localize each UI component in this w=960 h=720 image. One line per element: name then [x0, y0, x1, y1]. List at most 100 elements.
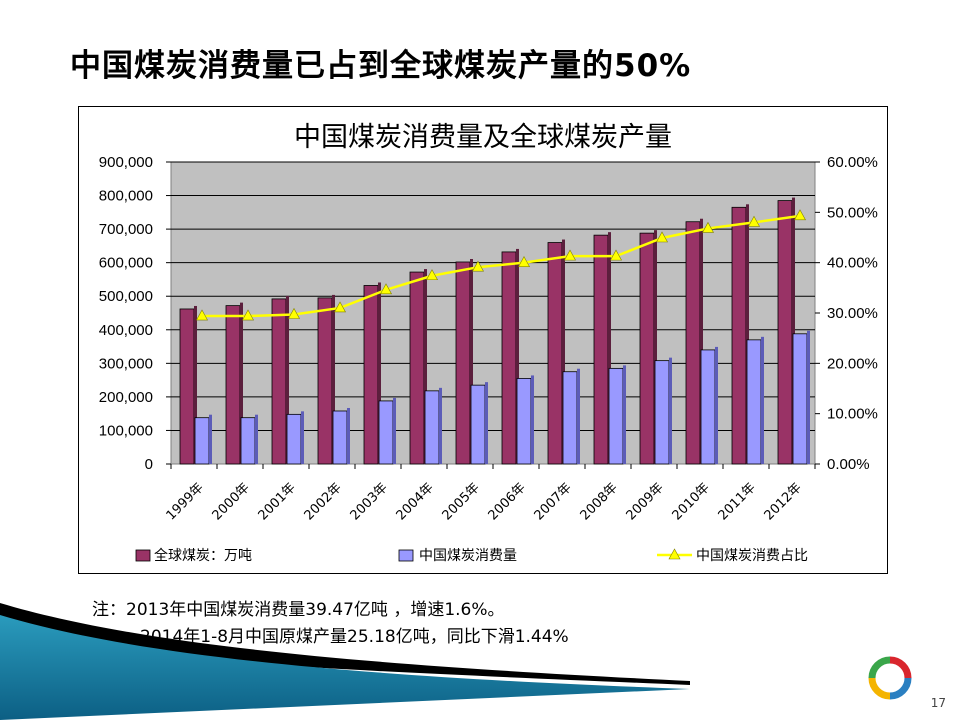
bar-global-coal-side [700, 218, 703, 464]
bar-global-coal [225, 305, 241, 465]
bar-global-coal-side [240, 302, 243, 464]
note-line-2: 2014年1-8月中国原煤产量25.18亿吨，同比下滑1.44% [140, 627, 569, 647]
bar-china-consumption [240, 417, 256, 465]
bar-global-coal-side [194, 305, 197, 464]
bar-china-consumption [562, 371, 578, 465]
category-label: 2009年 [624, 480, 667, 523]
share-point [379, 283, 393, 295]
category-label: 2011年 [716, 480, 759, 523]
right-axis-tick-label: 60.00% [827, 154, 878, 171]
bar-global-coal-side [608, 232, 611, 464]
bar-global-coal [593, 234, 609, 465]
right-axis-tick-label: 10.00% [827, 406, 878, 423]
category-label: 2002年 [302, 480, 345, 523]
left-axis-tick-label: 900,000 [99, 154, 153, 171]
share-point [747, 215, 761, 227]
bar-china-consumption-side [669, 357, 672, 464]
bar-china-consumption [608, 367, 624, 465]
bar-global-coal [455, 261, 471, 465]
bar-china-consumption-side [807, 330, 810, 464]
bar-china-consumption [378, 400, 394, 465]
bar-china-consumption [516, 378, 532, 465]
share-point [195, 309, 209, 321]
legend-label-china: 中国煤炭消费量 [419, 548, 517, 564]
note-line-1: 注：2013年中国煤炭消费量39.47亿吨 ，增速1.6%。 [92, 600, 505, 620]
bar-global-coal-side [746, 204, 749, 465]
footnote: 注：2013年中国煤炭消费量39.47亿吨 ，增速1.6%。 2014年1-8月… [92, 597, 569, 651]
left-axis-tick-label: 0 [145, 456, 153, 473]
bar-china-consumption-side [531, 375, 534, 464]
share-point [701, 221, 715, 233]
bar-china-consumption-side [715, 346, 718, 464]
share-point [471, 260, 485, 272]
bar-global-coal [501, 251, 517, 465]
bar-china-consumption-side [439, 387, 442, 464]
bar-global-coal [547, 242, 563, 465]
left-axis-tick-label: 700,000 [99, 221, 153, 238]
chart-frame: 中国煤炭消费量及全球煤炭产量 0 100,000 200,000 300,000 400… [78, 106, 888, 574]
left-axis-tick-label: 300,000 [99, 355, 153, 372]
right-axis-tick-label: 30.00% [827, 305, 878, 322]
bar-global-coal-side [332, 294, 335, 464]
bar-china-consumption [792, 333, 808, 465]
bar-china-consumption [700, 349, 716, 465]
category-label: 2007年 [532, 480, 575, 523]
bar-china-consumption-side [485, 382, 488, 464]
share-point [563, 249, 577, 261]
bar-global-coal-side [470, 258, 473, 464]
bar-china-consumption-side [347, 407, 350, 464]
slide-title: 中国煤炭消费量已占到全球煤炭产量的50% [70, 48, 692, 84]
share-point [287, 307, 301, 319]
category-label: 2012年 [762, 480, 805, 523]
bar-china-consumption-side [209, 414, 212, 464]
decorative-swoosh [0, 603, 690, 720]
share-point [333, 301, 347, 313]
bar-global-coal [731, 206, 747, 465]
share-point [425, 269, 439, 281]
left-axis-tick-label: 400,000 [99, 322, 153, 339]
bar-global-coal-side [378, 282, 381, 464]
left-axis-tick-label: 800,000 [99, 188, 153, 205]
bar-global-coal [685, 221, 701, 465]
category-label: 2000年 [210, 480, 253, 523]
legend-label-share: 中国煤炭消费占比 [696, 548, 808, 564]
bar-global-coal-side [792, 197, 795, 464]
bar-china-consumption-side [761, 336, 764, 464]
bar-global-coal [777, 200, 793, 465]
bar-global-coal [639, 232, 655, 465]
bar-china-consumption-side [255, 414, 258, 464]
legend-swatch-global [135, 549, 151, 562]
bar-china-consumption-side [577, 368, 580, 464]
combo-chart: 0 100,000 200,000 300,000 400,000 500,000 600,… [99, 154, 878, 564]
left-axis-tick-label: 100,000 [99, 422, 153, 439]
bar-global-coal [179, 308, 195, 465]
left-axis-tick-label: 500,000 [99, 288, 153, 305]
bar-global-coal-side [286, 295, 289, 464]
category-label: 2005年 [440, 480, 483, 523]
plot-area [170, 161, 816, 465]
bar-global-coal-side [654, 230, 657, 464]
bar-china-consumption [654, 360, 670, 465]
category-label: 2003年 [348, 480, 391, 523]
share-point [609, 249, 623, 261]
bar-china-consumption [424, 390, 440, 465]
bar-global-coal-side [424, 269, 427, 464]
share-point [241, 309, 255, 321]
bar-china-consumption [286, 413, 302, 465]
category-label: 2008年 [578, 480, 621, 523]
bar-china-consumption-side [393, 397, 396, 464]
right-axis-tick-label: 40.00% [827, 255, 878, 272]
bar-global-coal-side [562, 239, 565, 464]
category-label: 2001年 [256, 480, 299, 523]
company-logo-icon [868, 656, 912, 700]
right-axis-tick-label: 0.00% [827, 456, 870, 473]
legend-marker-share [668, 548, 681, 560]
share-point [655, 231, 669, 243]
bar-global-coal [409, 271, 425, 465]
chart-title: 中国煤炭消费量及全球煤炭产量 [294, 122, 672, 153]
bar-china-consumption [470, 384, 486, 465]
category-label: 2004年 [394, 480, 437, 523]
category-label: 2010年 [670, 480, 713, 523]
category-label: 2006年 [486, 480, 529, 523]
bar-global-coal [317, 297, 333, 465]
